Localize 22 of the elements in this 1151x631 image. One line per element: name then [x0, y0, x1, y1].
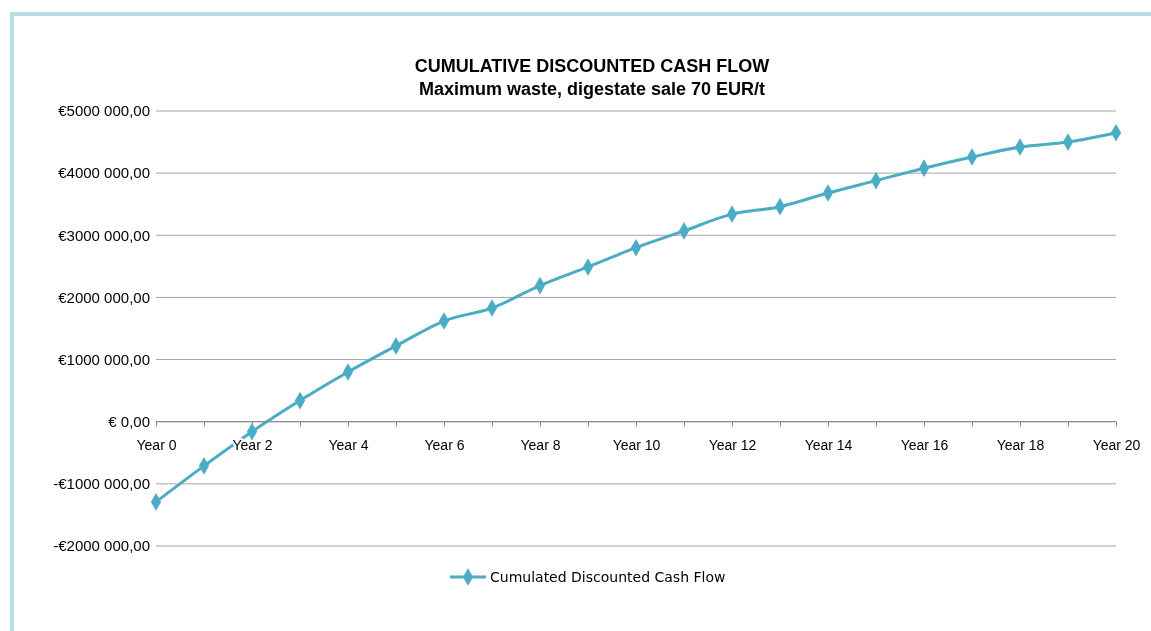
- x-tick-label: Year 10: [612, 436, 661, 453]
- y-tick-label: €2000 000,00: [58, 288, 150, 306]
- y-tick-label: €3000 000,00: [58, 226, 150, 244]
- x-tick-label: Year 16: [900, 436, 949, 453]
- x-tick-label: Year 18: [996, 436, 1045, 453]
- y-tick-label: €4000 000,00: [58, 164, 150, 182]
- legend-label: Cumulated Discounted Cash Flow: [490, 568, 726, 585]
- x-tick-label: Year 20: [1092, 436, 1141, 453]
- x-tick-label: Year 2: [232, 436, 273, 453]
- y-tick-label: €1000 000,00: [58, 350, 150, 368]
- x-tick-label: Year 8: [520, 436, 561, 453]
- y-tick-label: € 0,00: [108, 413, 150, 431]
- x-tick-label: Year 4: [328, 436, 369, 453]
- y-tick-label: €5000 000,00: [58, 102, 150, 120]
- x-tick-label: Year 6: [424, 436, 465, 453]
- chart-title: CUMULATIVE DISCOUNTED CASH FLOW: [414, 56, 770, 76]
- x-tick-label: Year 12: [708, 436, 757, 453]
- x-tick-label: Year 14: [804, 436, 853, 453]
- x-tick-label: Year 0: [136, 436, 177, 453]
- chart-subtitle: Maximum waste, digestate sale 70 EUR/t: [418, 79, 766, 99]
- y-tick-label: -€2000 000,00: [53, 537, 150, 555]
- y-tick-label: -€1000 000,00: [53, 475, 150, 493]
